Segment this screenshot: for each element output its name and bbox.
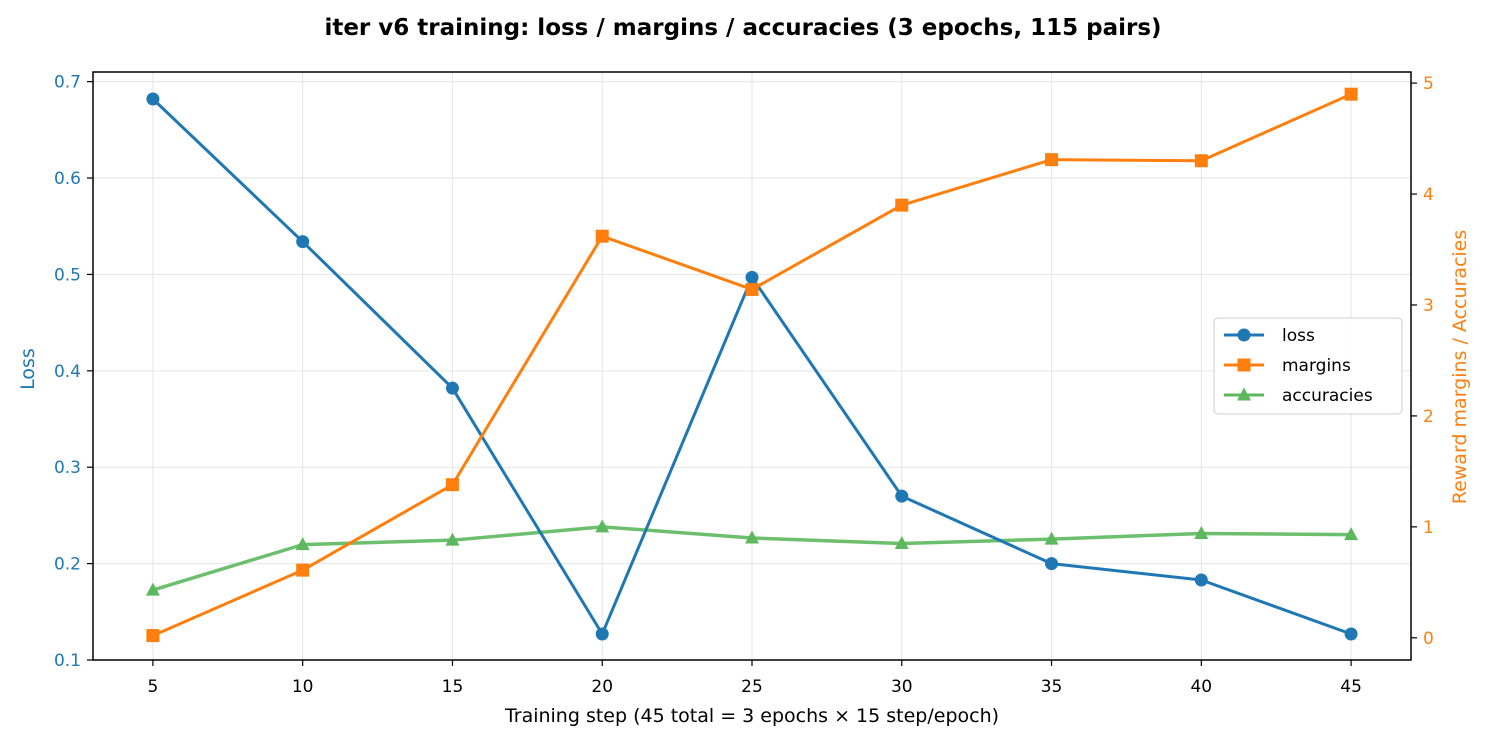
loss-point — [595, 627, 609, 641]
left-y-axis: 0.1 0.2 0.3 0.4 0.5 0.6 0.7 — [54, 73, 93, 671]
accuracies-point — [295, 537, 310, 551]
x-tick-label: 40 — [1190, 677, 1212, 697]
legend-marker-margins — [1237, 358, 1251, 372]
legend-box — [1213, 317, 1403, 415]
margins-point — [1045, 153, 1059, 167]
left-y-axis-label: Loss — [17, 348, 39, 390]
left-y-tick-label: 0.3 — [54, 458, 81, 478]
x-tick-label: 15 — [442, 677, 464, 697]
x-tick-label: 10 — [292, 677, 314, 697]
left-y-tick-label: 0.2 — [54, 555, 81, 575]
left-y-tick-label: 0.7 — [54, 73, 81, 93]
accuracies-point — [1194, 526, 1209, 540]
chart-title: iter v6 training: loss / margins / accur… — [324, 15, 1161, 41]
accuracies-point — [1344, 527, 1359, 541]
legend-marker-accuracies — [1237, 387, 1251, 401]
margins-point — [296, 563, 310, 577]
x-tick-label: 35 — [1041, 677, 1063, 697]
loss-point — [445, 381, 459, 395]
x-axis-label: Training step (45 total = 3 epochs × 15 … — [504, 705, 999, 727]
margins-point — [595, 229, 609, 243]
legend: loss margins accuracies — [1213, 317, 1403, 415]
series-loss — [146, 92, 1358, 641]
margins-point — [1194, 154, 1208, 168]
right-y-axis: 0 1 2 3 4 5 — [1411, 74, 1434, 649]
x-tick-label: 30 — [891, 677, 913, 697]
x-tick-label: 5 — [147, 677, 158, 697]
margins-point — [445, 478, 459, 492]
series-margins — [146, 87, 1358, 643]
left-y-tick-label: 0.5 — [54, 265, 81, 285]
accuracies-point — [445, 532, 460, 546]
loss-point — [296, 235, 310, 249]
legend-marker-loss — [1237, 328, 1251, 342]
right-y-tick-label: 0 — [1423, 629, 1434, 649]
x-tick-label: 45 — [1340, 677, 1362, 697]
right-y-tick-label: 1 — [1423, 518, 1434, 538]
accuracies-point — [145, 582, 160, 596]
grid — [93, 72, 1411, 661]
right-y-tick-label: 4 — [1423, 185, 1434, 205]
series-layer — [145, 87, 1359, 643]
right-y-tick-label: 5 — [1423, 74, 1434, 94]
left-y-tick-label: 0.4 — [54, 362, 81, 382]
legend-label-loss: loss — [1282, 326, 1315, 346]
margins-point — [895, 198, 909, 212]
accuracies-point — [745, 530, 759, 544]
x-axis: 5 10 15 20 25 30 35 40 45 — [147, 660, 1362, 697]
loss-point — [1194, 573, 1208, 587]
accuracies-point — [595, 519, 610, 533]
accuracies-point — [894, 536, 909, 550]
loss-point — [895, 489, 909, 503]
left-y-tick-label: 0.6 — [54, 169, 81, 189]
right-y-tick-label: 3 — [1423, 296, 1434, 316]
legend-label-margins: margins — [1282, 356, 1351, 376]
margins-point — [146, 629, 160, 643]
right-y-axis-label: Reward margins / Accuracies — [1449, 230, 1471, 505]
margins-point — [745, 282, 759, 296]
left-y-tick-label: 0.1 — [54, 651, 81, 671]
x-tick-label: 25 — [741, 677, 763, 697]
right-y-tick-label: 2 — [1423, 407, 1434, 427]
margins-point — [1344, 87, 1358, 101]
loss-point — [745, 270, 759, 284]
loss-point — [1045, 557, 1059, 571]
loss-point — [1344, 627, 1358, 641]
legend-label-accuracies: accuracies — [1282, 386, 1373, 406]
loss-point — [146, 92, 160, 106]
x-tick-label: 20 — [591, 677, 613, 697]
accuracies-point — [1044, 531, 1059, 545]
